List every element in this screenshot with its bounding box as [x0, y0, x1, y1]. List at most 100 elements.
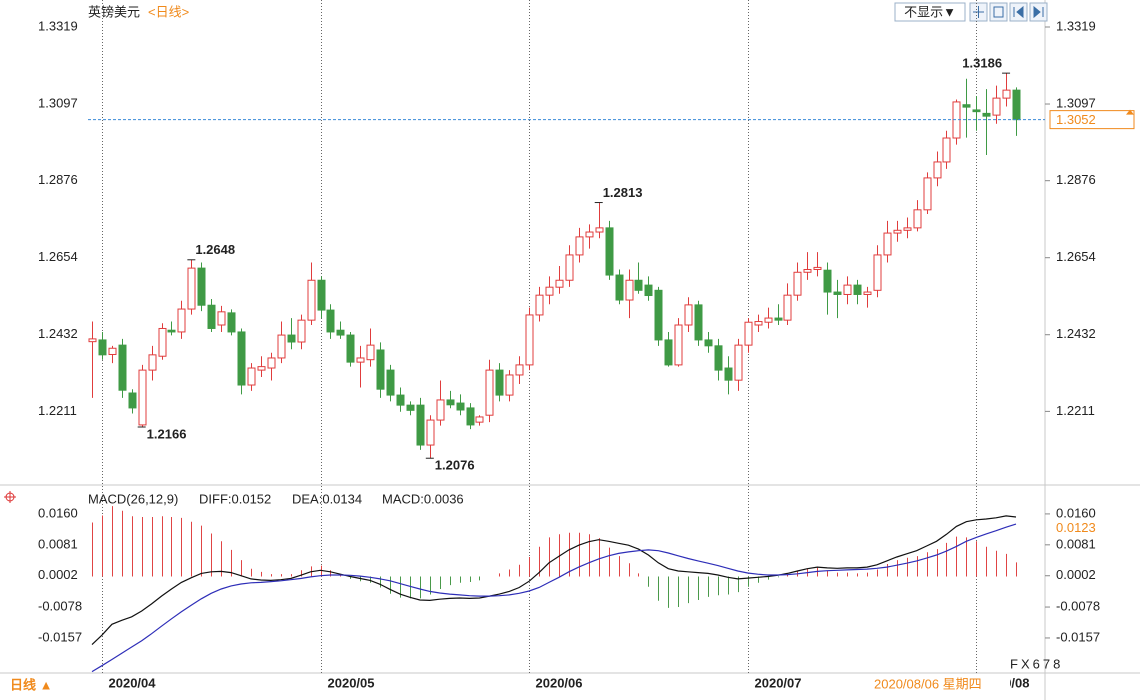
candle-body [237, 331, 246, 386]
candle-body [356, 357, 365, 363]
trough-label: 1.2076 [435, 458, 475, 473]
candle-body [366, 344, 375, 361]
candle-body [764, 317, 773, 323]
y-tick-label-left: 0.0160 [38, 505, 78, 520]
candle-body [317, 279, 326, 311]
candle-body [754, 321, 763, 326]
candle-body [634, 279, 643, 291]
candle-body [416, 404, 425, 446]
candle-body [575, 236, 584, 256]
candle-body [684, 304, 693, 326]
candle-body [207, 304, 216, 329]
x-tick-label: 2020/04 [109, 675, 157, 690]
candle-body [545, 286, 554, 296]
candle-body [167, 329, 176, 333]
indicator-icon[interactable] [4, 491, 16, 503]
y-tick-label-left: 1.2876 [38, 172, 78, 187]
period-button[interactable]: 日线 ▲ [10, 677, 52, 692]
back-icon [1013, 5, 1024, 19]
y-tick-label-left: 1.2432 [38, 326, 78, 341]
candle-body [972, 109, 981, 113]
hide-button-label[interactable]: 不显示▼ [904, 4, 956, 19]
y-tick-label-right: 1.2876 [1056, 172, 1096, 187]
candle-body [535, 294, 544, 316]
candle-body [346, 334, 355, 363]
candle-body [307, 279, 316, 321]
macd-histogram [92, 506, 1017, 608]
candle-body [714, 345, 723, 371]
candle-body [783, 294, 792, 321]
candle-body [1002, 89, 1011, 99]
toolbar: 不显示▼ [894, 2, 1048, 22]
candle-body [98, 339, 107, 356]
period-button-bg [0, 675, 70, 697]
y-tick-label-left: 0.0081 [38, 536, 78, 551]
y-tick-label-right: -0.0078 [1056, 598, 1100, 613]
candle-body [555, 279, 564, 288]
candle-body [138, 369, 147, 426]
candle-body [615, 274, 624, 301]
candle-body [376, 349, 385, 390]
candle-body [734, 344, 743, 381]
candle-body [336, 329, 345, 336]
candle-body [108, 347, 117, 355]
legend-entry: MACD:0.0036 [382, 491, 464, 506]
legend-entry: DIFF:0.0152 [199, 491, 271, 506]
candle-body [654, 289, 663, 341]
x-tick-label: 2020/07 [755, 675, 802, 690]
candle-body [833, 291, 842, 295]
candle-body [466, 407, 475, 426]
candle-body [942, 137, 951, 163]
candle-body [257, 366, 266, 371]
y-tick-label-left: 1.3319 [38, 18, 78, 33]
candle-body [406, 404, 415, 411]
candle-body [793, 271, 802, 296]
candle-body [694, 304, 703, 341]
candle-body [903, 227, 912, 231]
candle-body [883, 232, 892, 256]
peak-label: 1.3186 [962, 56, 1002, 71]
candle-body [217, 311, 226, 326]
peak-label: 1.2813 [603, 185, 643, 200]
watermark: FX678 [1010, 656, 1063, 671]
y-tick-label-left: 1.3097 [38, 95, 78, 110]
candle-body [803, 268, 812, 273]
y-tick-label-left: 1.2654 [38, 249, 78, 264]
candle-body [436, 399, 445, 421]
candle-body [873, 254, 882, 291]
zoom-button[interactable] [989, 2, 1008, 22]
candle-body [128, 392, 137, 409]
candle-body [456, 402, 465, 411]
legend-entry: DEA:0.0134 [292, 491, 362, 506]
candle-body [674, 324, 683, 366]
candle-body [565, 254, 574, 281]
candle-body [774, 317, 783, 321]
candle-body [187, 267, 196, 310]
hide-button[interactable] [894, 2, 966, 22]
y-tick-label-right: 1.2654 [1056, 249, 1096, 264]
candle-body [992, 97, 1001, 116]
y-tick-label-right: 1.3097 [1056, 95, 1096, 110]
cursor-date-box [870, 675, 1010, 695]
candle-body [485, 369, 494, 416]
candle-body [605, 227, 614, 276]
y-tick-label-right: 1.2432 [1056, 326, 1096, 341]
y-tick-label-left: 0.0002 [38, 567, 78, 582]
candle-body [893, 229, 902, 234]
period-selector[interactable]: <日线> [148, 4, 189, 19]
candle-body [148, 354, 157, 371]
candle-body [287, 334, 296, 343]
candle-body [823, 269, 832, 293]
indicator-icon-cross [4, 491, 16, 503]
candle-body [177, 308, 186, 333]
cursor-value: 0.0123 [1056, 520, 1096, 535]
candle-body [525, 314, 534, 366]
y-tick-label-right: 1.2211 [1056, 403, 1095, 418]
candle-body [515, 364, 524, 376]
candle-body [724, 367, 733, 381]
candle-body [704, 339, 713, 347]
candle-body [813, 266, 822, 270]
